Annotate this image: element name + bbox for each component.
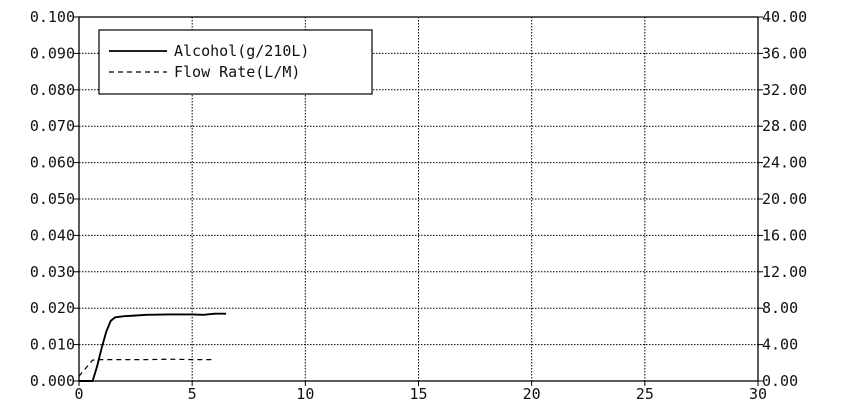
right-tick-label: 24.00 <box>762 154 807 172</box>
x-tick-label: 5 <box>188 385 197 403</box>
left-axis-ticks: 0.000 0.010 0.020 0.030 0.040 0.050 0.060 0.070… <box>30 8 79 390</box>
legend-box <box>98 29 373 95</box>
left-tick-label: 0.070 <box>30 117 75 135</box>
right-tick-label: 20.00 <box>762 190 807 208</box>
left-tick-label: 0.090 <box>30 44 75 62</box>
grid <box>79 17 758 381</box>
x-tick-label: 25 <box>636 385 654 403</box>
left-tick-label: 0.010 <box>30 336 75 354</box>
left-tick-label: 0.100 <box>30 8 75 26</box>
left-tick-label: 0.020 <box>30 299 75 317</box>
legend-label-flow-rate: Flow Rate(L/M) <box>174 63 300 81</box>
left-tick-label: 0.050 <box>30 190 75 208</box>
left-tick-label: 0.060 <box>30 154 75 172</box>
legend-label-alcohol: Alcohol(g/210L) <box>174 42 309 60</box>
right-tick-label: 0.00 <box>762 372 798 390</box>
left-tick-label: 0.080 <box>30 81 75 99</box>
right-tick-label: 28.00 <box>762 117 807 135</box>
right-tick-label: 16.00 <box>762 226 807 244</box>
left-tick-label: 0.040 <box>30 226 75 244</box>
right-tick-label: 32.00 <box>762 81 807 99</box>
x-tick-label: 10 <box>296 385 314 403</box>
x-tick-label: 30 <box>749 385 767 403</box>
right-tick-label: 12.00 <box>762 263 807 281</box>
right-axis-ticks: 0.00 4.00 8.00 12.00 16.00 20.00 24.00 28.00 32.… <box>758 8 807 390</box>
right-tick-label: 40.00 <box>762 8 807 26</box>
x-tick-label: 20 <box>523 385 541 403</box>
right-tick-label: 8.00 <box>762 299 798 317</box>
series-line-alcohol <box>79 312 227 382</box>
right-tick-label: 4.00 <box>762 336 798 354</box>
left-tick-label: 0.030 <box>30 263 75 281</box>
series-layer <box>78 312 227 382</box>
x-tick-label: 15 <box>409 385 427 403</box>
left-tick-label: 0.000 <box>30 372 75 390</box>
x-axis-ticks: 0 5 10 15 20 25 30 <box>74 381 767 403</box>
x-tick-label: 0 <box>74 385 83 403</box>
right-tick-label: 36.00 <box>762 44 807 62</box>
legend: Alcohol(g/210L) Flow Rate(L/M) <box>98 29 373 95</box>
series-line-flow-rate <box>78 358 215 377</box>
